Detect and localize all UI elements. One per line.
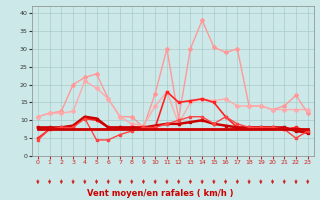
Text: Vent moyen/en rafales ( km/h ): Vent moyen/en rafales ( km/h ) (87, 189, 233, 198)
